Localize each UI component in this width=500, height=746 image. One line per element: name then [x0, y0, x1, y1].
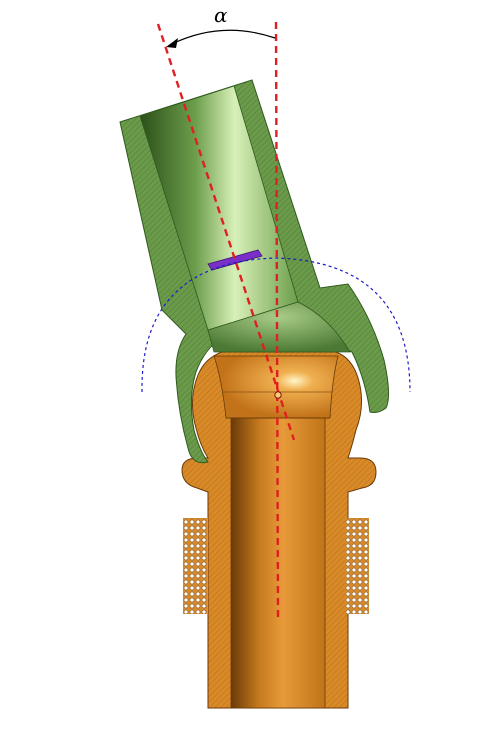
- lower-tube-head: [213, 355, 339, 419]
- angle-label: α: [214, 3, 228, 27]
- angle-arrowhead: [166, 38, 178, 48]
- tilted-axis: [156, 23, 296, 441]
- vertical-axis: [274, 21, 280, 621]
- upper-tube-cup: [207, 301, 351, 353]
- pivot-point: [274, 391, 282, 399]
- knurl-right: [345, 518, 369, 614]
- purple-marker: [207, 249, 263, 271]
- sweep-arc: [141, 257, 411, 393]
- knurl-left: [183, 518, 207, 614]
- angle-arc: [171, 29, 276, 45]
